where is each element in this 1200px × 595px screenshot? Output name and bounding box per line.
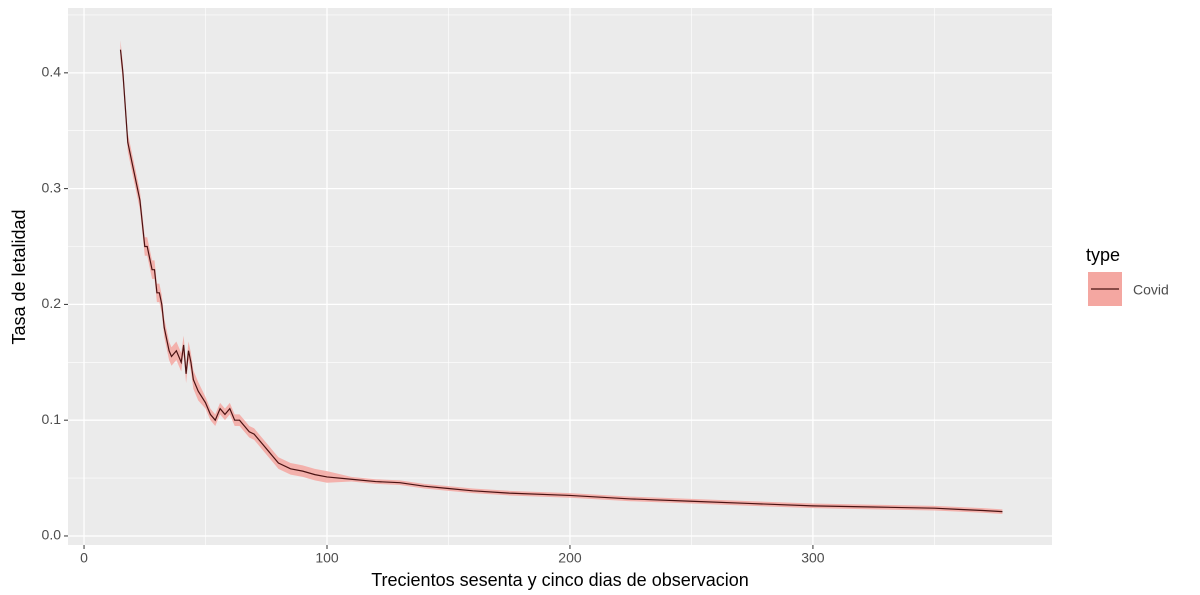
panel: [68, 8, 1052, 545]
line: [119, 49, 1003, 513]
legend-title: type: [1086, 245, 1120, 265]
x-tick-label: 200: [558, 550, 582, 566]
legend-label: Covid: [1133, 282, 1169, 298]
y-tick-label: 0.0: [42, 527, 62, 543]
y-tick-label: 0.1: [42, 411, 62, 427]
x-tick-label: 100: [315, 550, 339, 566]
y-tick-label: 0.4: [42, 64, 62, 80]
y-tick-label: 0.3: [42, 179, 62, 195]
y-tick-label: 0.2: [42, 295, 62, 311]
x-tick-label: 0: [80, 550, 88, 566]
x-tick-label: 300: [801, 550, 825, 566]
x-axis-title: Trecientos sesenta y cinco dias de obser…: [371, 570, 749, 590]
y-axis-title: Tasa de letalidad: [9, 209, 29, 344]
